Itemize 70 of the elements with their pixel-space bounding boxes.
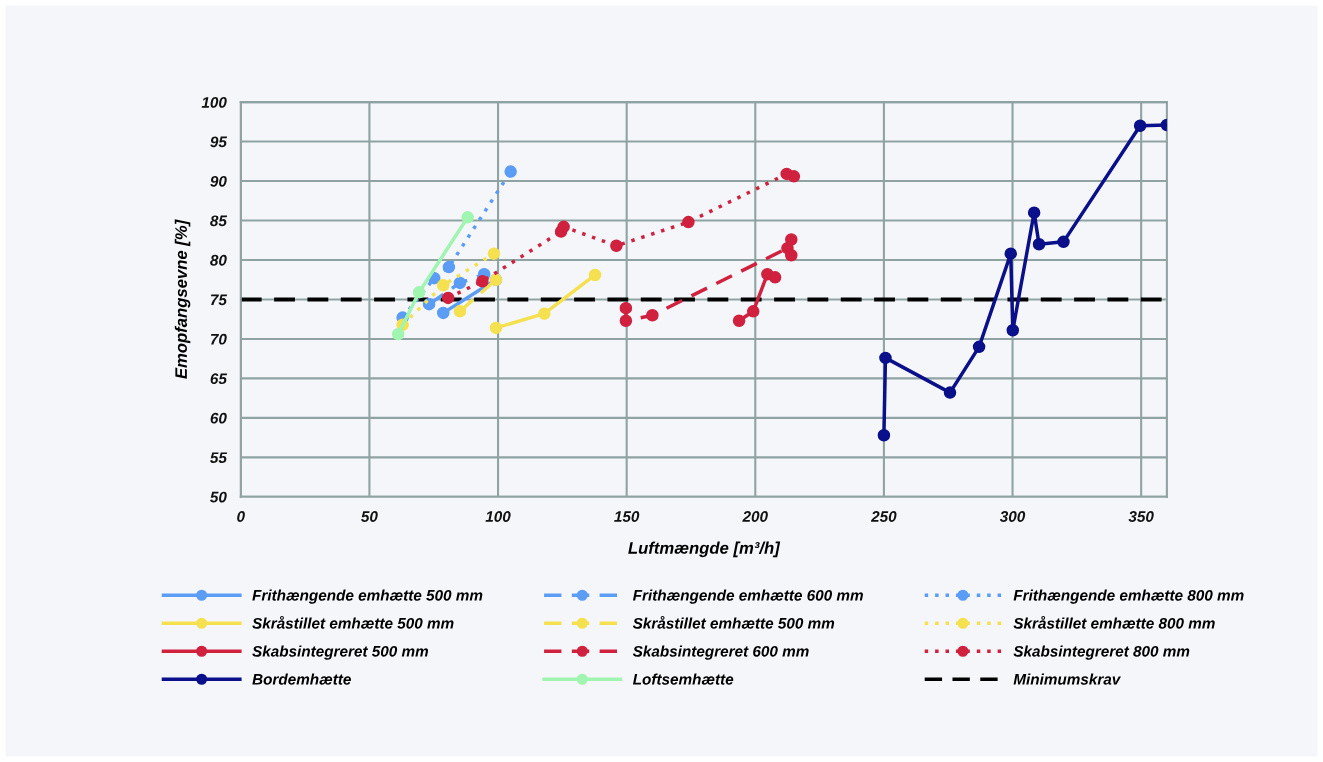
point xyxy=(768,271,782,284)
point xyxy=(412,286,426,299)
y-tick-label: 80 xyxy=(210,254,227,266)
point xyxy=(588,268,602,282)
legend-label: Skabsintegreret 600 mm xyxy=(632,645,809,660)
point xyxy=(732,314,746,328)
legend-label: Loftsemhætte xyxy=(632,673,734,685)
legend-label: Skråstillet emhætte 500 mm xyxy=(632,616,835,629)
x-tick-label: 0 xyxy=(237,511,245,522)
point xyxy=(489,321,503,335)
legend-label: Frithængende emhætte 800 mm xyxy=(1013,589,1244,604)
y-tick-label: 95 xyxy=(210,136,228,148)
point xyxy=(453,305,467,318)
point xyxy=(461,211,474,224)
legend-label: Minimumskrav xyxy=(1013,673,1121,685)
point xyxy=(441,291,455,305)
point xyxy=(557,220,570,234)
legend-label: Skråstillet emhætte 800 mm xyxy=(1013,616,1215,629)
point xyxy=(943,386,957,399)
point xyxy=(1057,235,1070,249)
point xyxy=(1027,206,1041,219)
y-tick-label: 55 xyxy=(210,452,228,464)
point xyxy=(877,428,891,442)
point xyxy=(1004,247,1017,260)
legend-label: Skråstillet emhætte 500 mm xyxy=(252,616,454,629)
legend-label: Skabsintegreret 500 mm xyxy=(252,645,429,660)
y-tick-label: 70 xyxy=(210,333,227,345)
legend-label: Skabsintegreret 800 mm xyxy=(1013,645,1190,660)
x-tick-label: 350 xyxy=(1128,511,1154,522)
x-tick-label: 200 xyxy=(742,511,768,522)
point xyxy=(1032,237,1046,251)
point xyxy=(610,239,623,253)
y-tick-label: 90 xyxy=(210,175,227,187)
x-axis-title: Luftmængde [m³/h] xyxy=(628,541,781,558)
point xyxy=(538,307,551,320)
x-tick-label: 150 xyxy=(614,511,640,522)
point xyxy=(1006,324,1020,337)
point xyxy=(619,301,633,315)
point xyxy=(787,170,801,183)
y-tick-label: 85 xyxy=(210,215,228,227)
x-tick-label: 300 xyxy=(999,511,1026,522)
y-tick-label: 100 xyxy=(201,96,227,108)
point xyxy=(785,233,798,246)
point xyxy=(453,276,467,290)
y-tick-label: 50 xyxy=(210,491,227,503)
point xyxy=(504,165,517,178)
y-tick-label: 60 xyxy=(210,412,227,424)
legend-label: Bordemhætte xyxy=(252,673,351,685)
legend-label: Frithængende emhætte 500 mm xyxy=(252,589,483,604)
x-tick-label: 50 xyxy=(361,511,378,522)
y-tick-label: 65 xyxy=(210,373,228,385)
point xyxy=(619,314,633,328)
legend-label: Frithængende emhætte 600 mm xyxy=(632,589,863,604)
point xyxy=(785,249,798,262)
y-axis-title: Emopfangsevne [%] xyxy=(174,219,191,379)
point xyxy=(436,306,450,320)
point xyxy=(436,279,450,292)
x-tick-label: 100 xyxy=(485,511,511,522)
point xyxy=(442,260,456,274)
y-tick-label: 75 xyxy=(210,294,228,306)
point xyxy=(746,305,760,318)
point xyxy=(487,247,501,260)
point xyxy=(879,351,892,365)
point xyxy=(391,327,405,341)
point xyxy=(646,309,659,322)
x-tick-label: 250 xyxy=(870,511,897,522)
point xyxy=(972,340,986,354)
point xyxy=(1133,119,1147,133)
point xyxy=(476,275,489,288)
point xyxy=(682,215,695,229)
